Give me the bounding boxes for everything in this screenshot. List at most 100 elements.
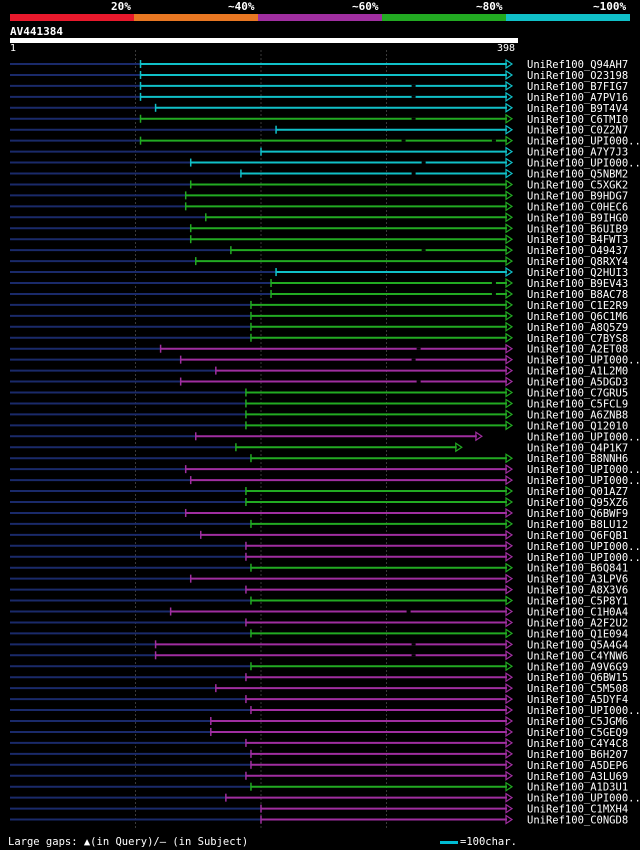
hit-row[interactable]: UniRef100_Q01AZ7: [10, 485, 628, 498]
hit-row[interactable]: UniRef100_C5P8Y1: [10, 595, 628, 608]
hit-label[interactable]: UniRef100_C5XGK2: [527, 179, 628, 191]
hit-row[interactable]: UniRef100_UPI000...: [10, 474, 640, 487]
hit-label[interactable]: UniRef100_C5GEQ9: [527, 727, 628, 739]
hit-row[interactable]: UniRef100_Q94AH7: [10, 58, 628, 71]
hit-row[interactable]: UniRef100_A9V6G9: [10, 661, 628, 673]
hit-label[interactable]: UniRef100_A3LPV6: [527, 574, 628, 586]
hit-label[interactable]: UniRef100_A2F2U2: [527, 617, 628, 629]
hit-row[interactable]: UniRef100_O49437: [10, 245, 628, 257]
hit-label[interactable]: UniRef100_UPI000...: [527, 793, 640, 805]
hit-row[interactable]: UniRef100_Q95XZ6: [10, 496, 628, 509]
hit-label[interactable]: UniRef100_B6UIB9: [527, 223, 628, 235]
hit-label[interactable]: UniRef100_A7PV16: [527, 92, 628, 104]
hit-label[interactable]: UniRef100_A1D3U1: [527, 782, 628, 794]
hit-label[interactable]: UniRef100_Q6C1M6: [527, 311, 628, 323]
hit-label[interactable]: UniRef100_A9V6G9: [527, 661, 628, 673]
hit-row[interactable]: UniRef100_Q12010: [10, 420, 628, 432]
hit-row[interactable]: UniRef100_A2ET08: [10, 343, 628, 356]
hit-label[interactable]: UniRef100_Q01AZ7: [527, 486, 628, 498]
hit-label[interactable]: UniRef100_B9IHG0: [527, 212, 628, 224]
hit-row[interactable]: UniRef100_UPI000...: [10, 431, 640, 443]
hit-label[interactable]: UniRef100_B8AC78: [527, 289, 628, 301]
hit-row[interactable]: UniRef100_B8LU12: [10, 518, 628, 531]
hit-row[interactable]: UniRef100_A8X3V6: [10, 584, 628, 597]
hit-row[interactable]: UniRef100_C7BYS8: [10, 332, 628, 345]
hit-row[interactable]: UniRef100_A5DYF4: [10, 693, 628, 706]
hit-row[interactable]: UniRef100_Q2HUI3: [10, 266, 628, 279]
hit-label[interactable]: UniRef100_A7Y7J3: [527, 147, 628, 159]
hit-row[interactable]: UniRef100_Q1E094: [10, 628, 628, 640]
hit-label[interactable]: UniRef100_Q8RXY4: [527, 256, 628, 268]
hit-row[interactable]: UniRef100_C5FCL9: [10, 398, 628, 410]
hit-row[interactable]: UniRef100_Q5A4G4: [10, 639, 628, 651]
hit-label[interactable]: UniRef100_Q1E094: [527, 628, 628, 640]
hit-row[interactable]: UniRef100_C5GEQ9: [10, 726, 628, 739]
hit-label[interactable]: UniRef100_C1H0A4: [527, 607, 628, 619]
hit-label[interactable]: UniRef100_B7FIG7: [527, 81, 628, 93]
hit-row[interactable]: UniRef100_Q6BW15: [10, 672, 628, 684]
hit-row[interactable]: UniRef100_Q6BWF9: [10, 507, 628, 520]
hit-label[interactable]: UniRef100_Q6BWF9: [527, 508, 628, 520]
hit-label[interactable]: UniRef100_A5DEP6: [527, 760, 628, 772]
hit-label[interactable]: UniRef100_B9T4V4: [527, 103, 628, 115]
hit-row[interactable]: UniRef100_A2F2U2: [10, 617, 628, 629]
hit-label[interactable]: UniRef100_UPI000...: [527, 136, 640, 148]
hit-label[interactable]: UniRef100_A2ET08: [527, 344, 628, 356]
hit-row[interactable]: UniRef100_A3LPV6: [10, 573, 628, 586]
hit-row[interactable]: UniRef100_B8AC78: [10, 288, 628, 301]
hit-label[interactable]: UniRef100_Q12010: [527, 420, 628, 432]
hit-row[interactable]: UniRef100_C6TMI0: [10, 113, 628, 126]
hit-label[interactable]: UniRef100_A5DGD3: [527, 377, 628, 389]
hit-row[interactable]: UniRef100_B9HDG7: [10, 190, 628, 202]
hit-label[interactable]: UniRef100_UPI000...: [527, 552, 640, 564]
hit-label[interactable]: UniRef100_B4FWT3: [527, 234, 628, 246]
hit-label[interactable]: UniRef100_B8LU12: [527, 519, 628, 531]
hit-row[interactable]: UniRef100_C1E2R9: [10, 299, 628, 312]
hit-label[interactable]: UniRef100_B9HDG7: [527, 190, 628, 202]
hit-label[interactable]: UniRef100_O23198: [527, 70, 628, 82]
hit-label[interactable]: UniRef100_C6TMI0: [527, 114, 628, 126]
hit-row[interactable]: UniRef100_C1H0A4: [10, 606, 628, 619]
hit-row[interactable]: UniRef100_Q5NBM2: [10, 168, 628, 181]
hit-row[interactable]: UniRef100_Q4P1K7: [10, 442, 628, 454]
hit-row[interactable]: UniRef100_C5XGK2: [10, 179, 628, 191]
hit-label[interactable]: UniRef100_B8NNH6: [527, 453, 628, 465]
hit-label[interactable]: UniRef100_C4Y4C8: [527, 738, 628, 750]
hit-label[interactable]: UniRef100_Q5A4G4: [527, 639, 628, 651]
hit-label[interactable]: UniRef100_C0Z2N7: [527, 125, 628, 137]
hit-label[interactable]: UniRef100_C4YNW6: [527, 650, 628, 662]
hit-row[interactable]: UniRef100_Q8RXY4: [10, 255, 628, 268]
hit-row[interactable]: UniRef100_C5JGM6: [10, 715, 628, 728]
hit-row[interactable]: UniRef100_B6Q841: [10, 562, 628, 575]
hit-label[interactable]: UniRef100_A8Q5Z9: [527, 322, 628, 334]
hit-label[interactable]: UniRef100_C5FCL9: [527, 398, 628, 410]
hit-label[interactable]: UniRef100_A1L2M0: [527, 366, 628, 378]
hit-label[interactable]: UniRef100_Q2HUI3: [527, 267, 628, 279]
hit-label[interactable]: UniRef100_Q95XZ6: [527, 497, 628, 509]
hit-row[interactable]: UniRef100_UPI000...: [10, 792, 640, 805]
hit-label[interactable]: UniRef100_C7BYS8: [527, 333, 628, 345]
hit-row[interactable]: UniRef100_O23198: [10, 69, 628, 82]
hit-row[interactable]: UniRef100_B9IHG0: [10, 212, 628, 224]
hit-label[interactable]: UniRef100_B6Q841: [527, 563, 628, 575]
hit-label[interactable]: UniRef100_UPI000...: [527, 541, 640, 553]
hit-label[interactable]: UniRef100_C0HEC6: [527, 201, 628, 213]
hit-row[interactable]: UniRef100_C4Y4C8: [10, 737, 628, 750]
hit-label[interactable]: UniRef100_A8X3V6: [527, 585, 628, 597]
hit-label[interactable]: UniRef100_C5JGM6: [527, 716, 628, 728]
hit-row[interactable]: UniRef100_A5DEP6: [10, 759, 628, 772]
hit-row[interactable]: UniRef100_UPI000...: [10, 157, 640, 170]
hit-row[interactable]: UniRef100_C7GRU5: [10, 387, 628, 400]
hit-row[interactable]: UniRef100_UPI000...: [10, 464, 640, 476]
hit-label[interactable]: UniRef100_UPI000...: [527, 158, 640, 170]
hit-label[interactable]: UniRef100_Q5NBM2: [527, 169, 628, 181]
hit-row[interactable]: UniRef100_Q6C1M6: [10, 310, 628, 323]
hit-row[interactable]: UniRef100_A5DGD3: [10, 376, 628, 389]
hit-row[interactable]: UniRef100_UPI000...: [10, 540, 640, 553]
hit-label[interactable]: UniRef100_C7GRU5: [527, 388, 628, 400]
hit-label[interactable]: UniRef100_C1E2R9: [527, 300, 628, 312]
hit-label[interactable]: UniRef100_Q94AH7: [527, 59, 628, 71]
hit-label[interactable]: UniRef100_A5DYF4: [527, 694, 628, 706]
hit-row[interactable]: UniRef100_C0NGD8: [10, 814, 628, 827]
hit-row[interactable]: UniRef100_UPI000...: [10, 354, 640, 367]
